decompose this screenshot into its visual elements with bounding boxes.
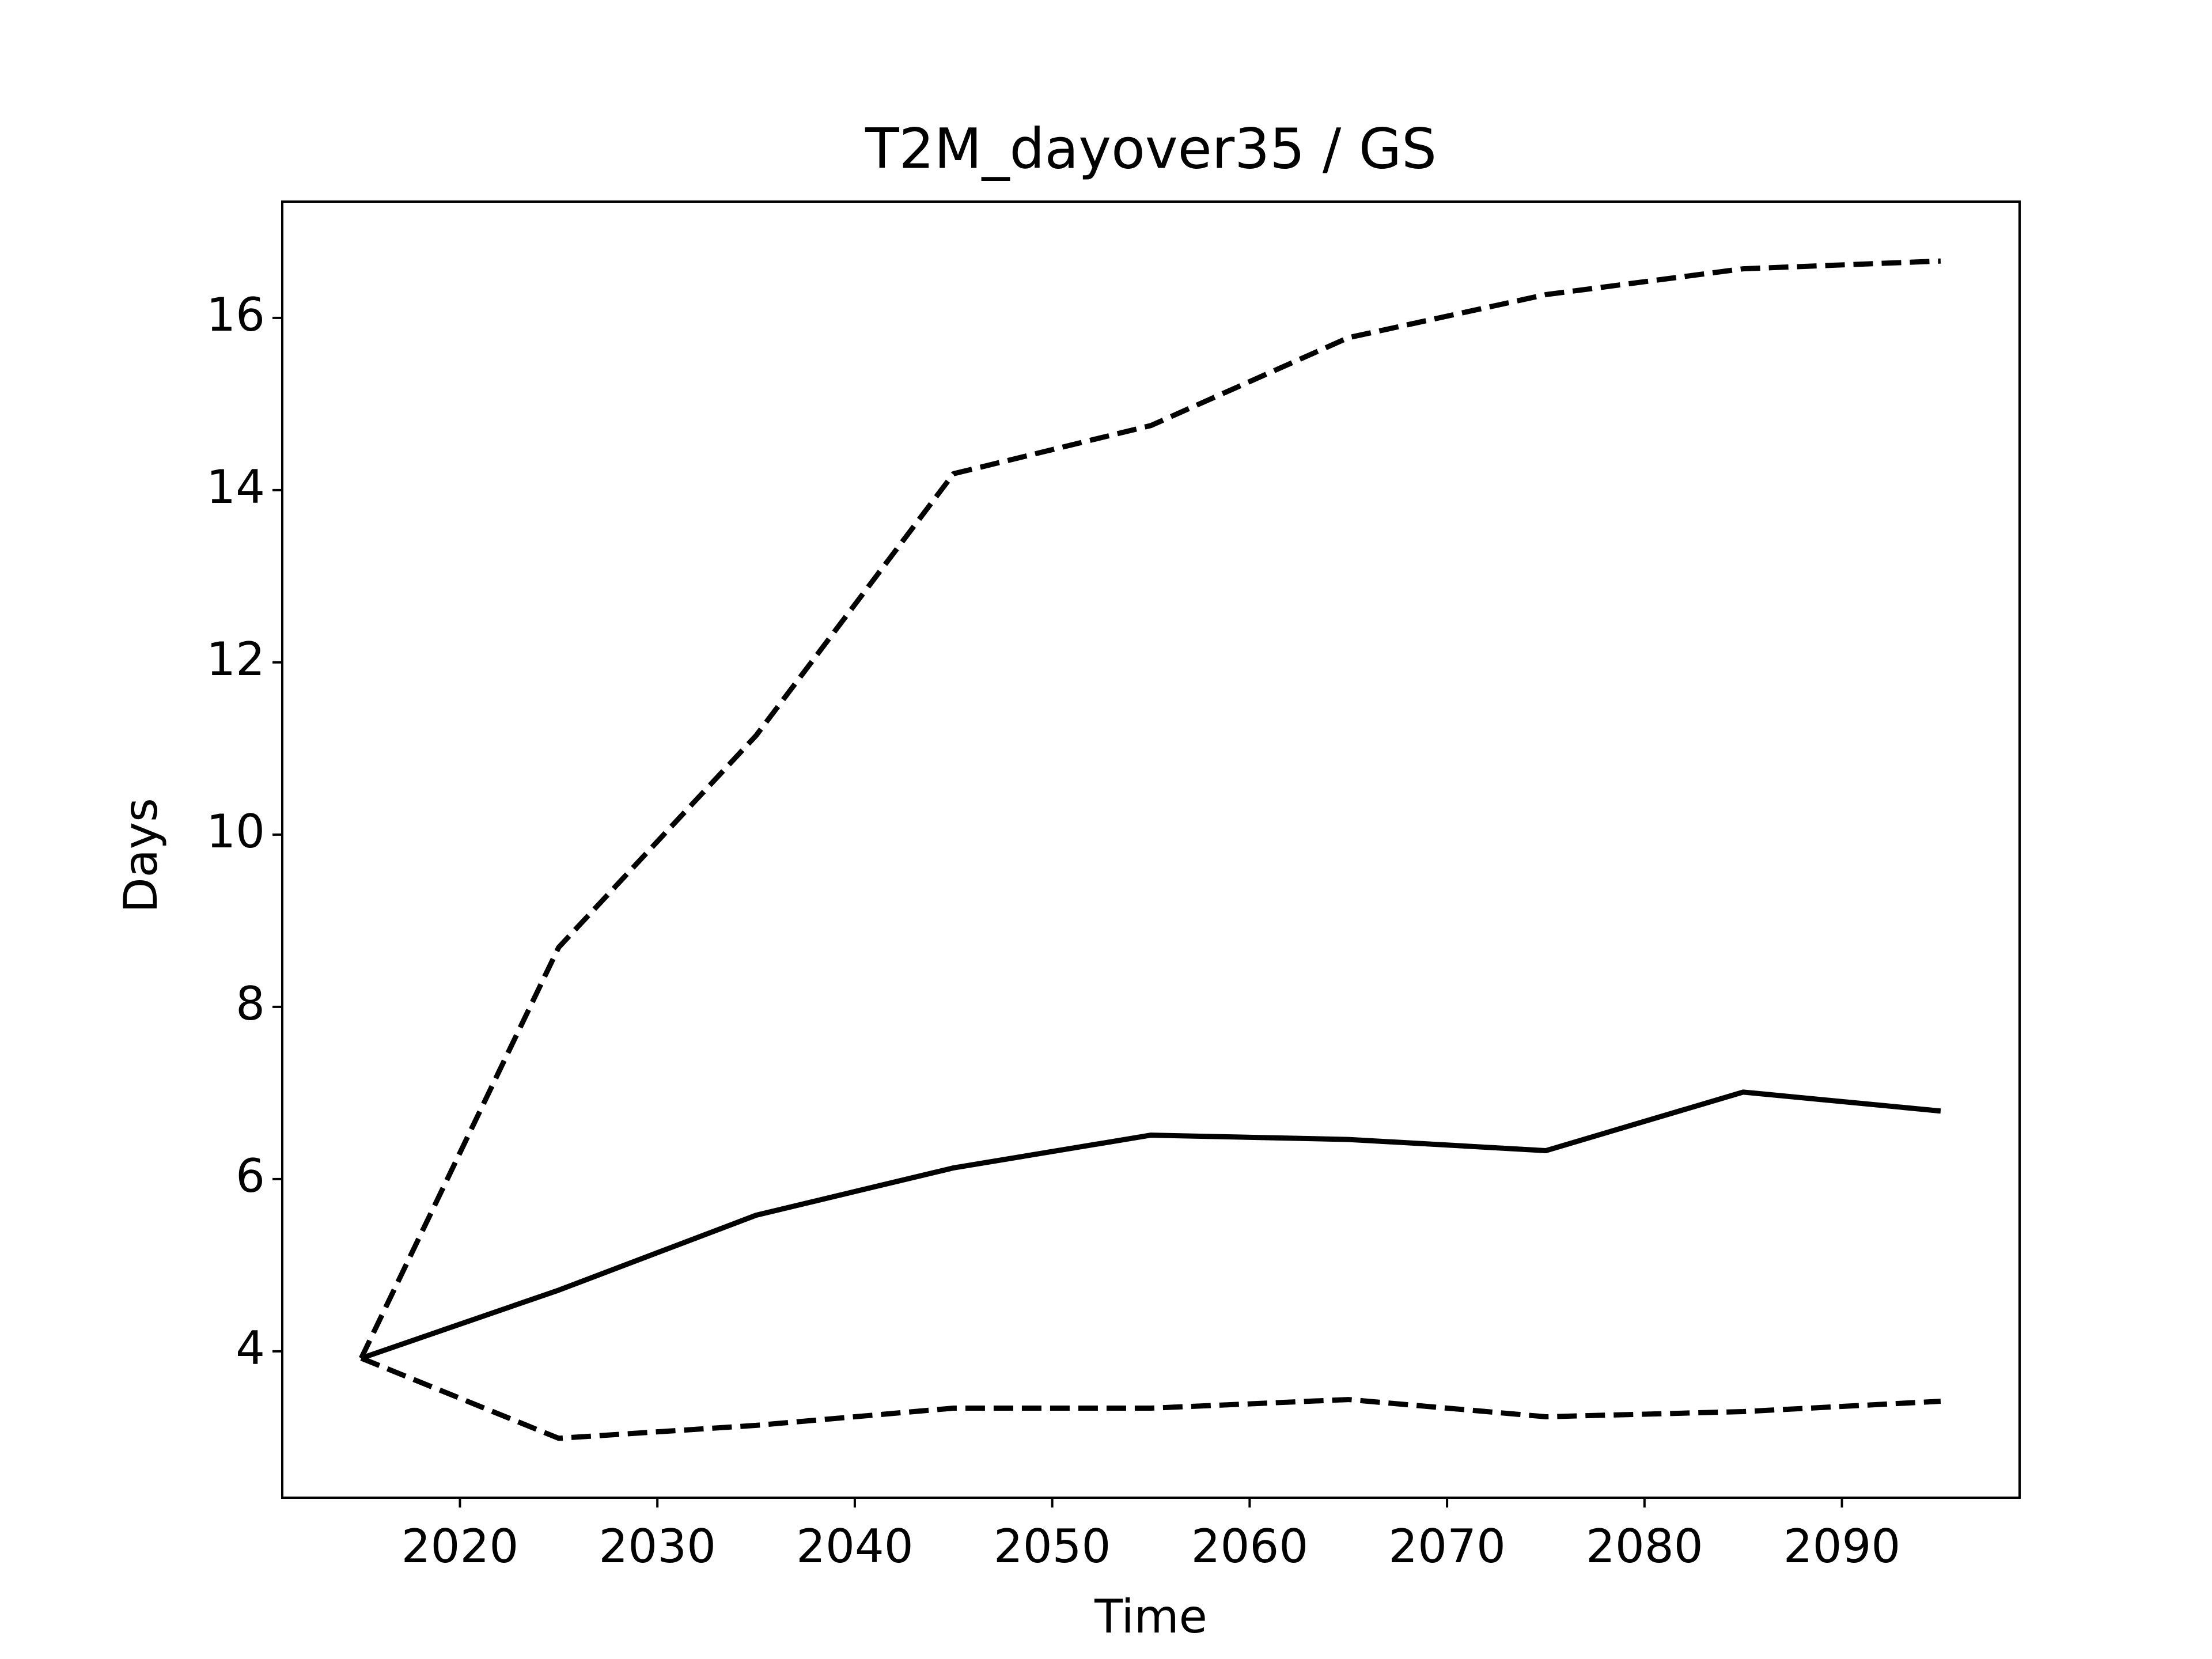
y-tick-label: 6	[236, 1149, 265, 1203]
x-tick-label: 2050	[994, 1520, 1111, 1573]
series-line	[359, 258, 1941, 1359]
y-axis-label: Days	[114, 798, 168, 913]
x-tick-label: 2080	[1586, 1520, 1703, 1573]
y-tick-label: 14	[206, 460, 265, 514]
x-axis-label: Time	[1094, 1590, 1207, 1643]
plot-frame	[281, 200, 2021, 1499]
y-tick-label: 10	[206, 805, 265, 858]
y-tick-label: 8	[236, 977, 265, 1031]
series-line	[360, 1355, 1941, 1441]
x-tick-label: 2090	[1783, 1520, 1901, 1573]
x-tick-label: 2020	[402, 1520, 519, 1573]
chart-title: T2M_dayover35 / GS	[865, 116, 1437, 181]
x-tick-label: 2060	[1191, 1520, 1309, 1573]
x-tick-label: 2070	[1388, 1520, 1506, 1573]
y-tick-label: 4	[236, 1321, 265, 1375]
y-tick-label: 12	[206, 632, 265, 686]
y-tick-label: 16	[206, 288, 265, 342]
x-tick-label: 2030	[599, 1520, 716, 1573]
x-tick-label: 2040	[796, 1520, 914, 1573]
series-line	[360, 1089, 1941, 1361]
